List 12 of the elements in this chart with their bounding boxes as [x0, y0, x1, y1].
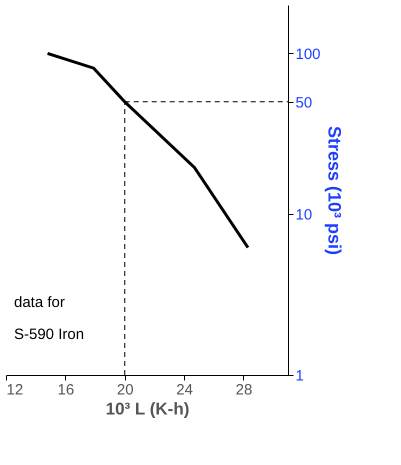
annotation: data for S-590 Iron — [14, 294, 84, 343]
y-tick-label: 50 — [296, 94, 312, 112]
x-tick-label: 12 — [6, 382, 24, 398]
y-axis-title: Stress (10³ psi) — [324, 126, 345, 256]
y-tick-label: 100 — [296, 46, 321, 63]
x-tick-label: 20 — [116, 382, 134, 398]
y-tick-label: 1 — [296, 368, 304, 384]
x-tick-label: 28 — [236, 382, 252, 398]
y-tick-label: 10 — [296, 206, 312, 224]
x-tick-label: 16 — [58, 382, 74, 398]
x-tick-label: 24 — [176, 382, 193, 398]
x-axis-title: 10³ L (K-h) — [106, 400, 190, 418]
